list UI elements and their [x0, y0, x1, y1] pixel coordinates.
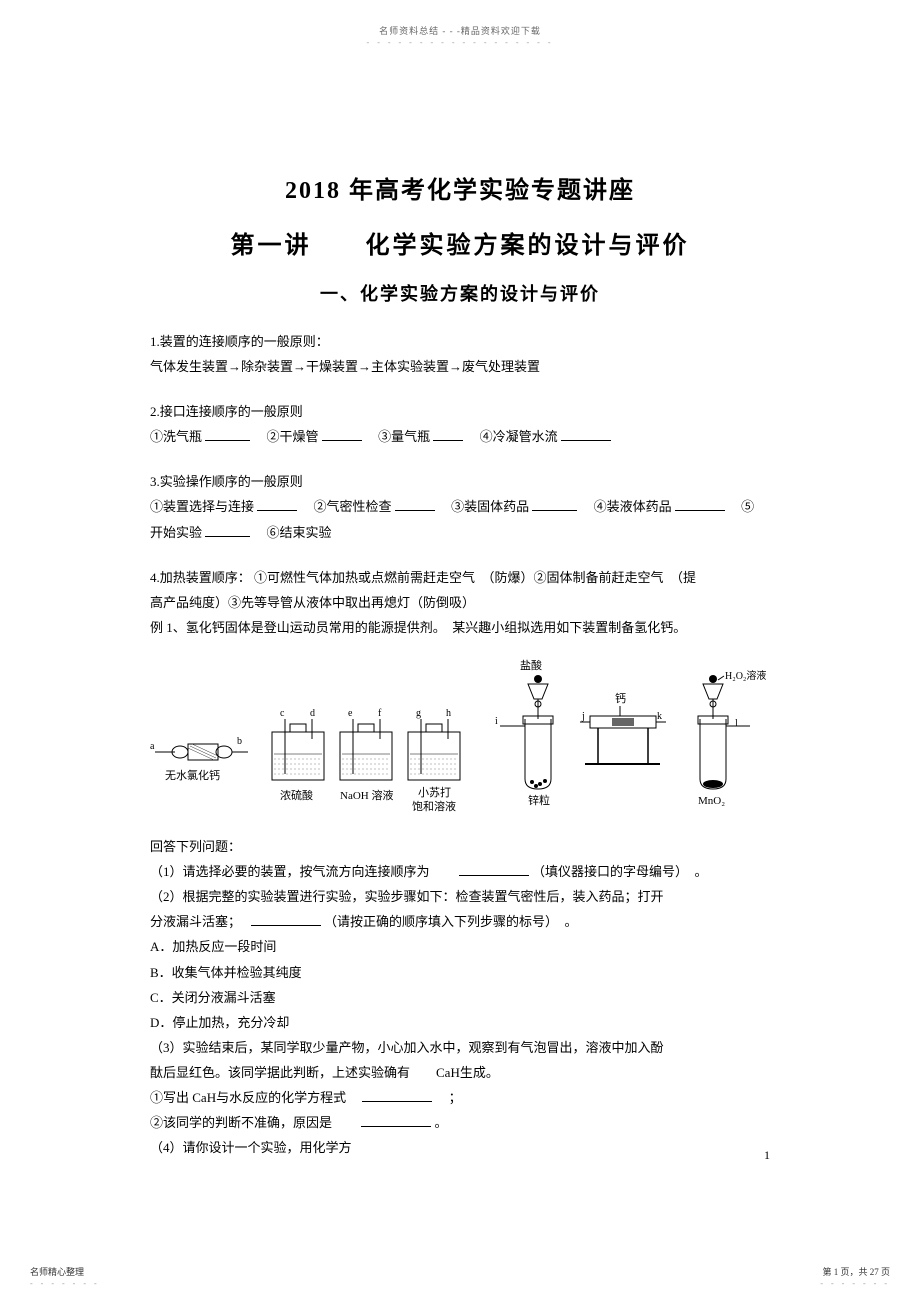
mno2-generator: H₂O₂溶液 l MnO₂ [698, 669, 766, 807]
optB: B．收集气体并检验其纯度 [150, 962, 770, 984]
optA: A．加热反应一段时间 [150, 936, 770, 958]
apparatus-diagram: a b 无水氯化钙 c d [150, 644, 770, 831]
label-mno2: MnO₂ [698, 795, 725, 807]
s2-item3: ③量气瓶 [378, 429, 430, 444]
title-main: 2018 年高考化学实验专题讲座 [150, 170, 770, 205]
document-content: 2018 年高考化学实验专题讲座 第一讲 化学实验方案的设计与评价 一、化学实验… [150, 170, 770, 1162]
q1-pre: （1）请选择必要的装置，按气流方向连接顺序为 [150, 864, 430, 879]
label-h: h [446, 708, 451, 719]
label-nahco3-1: 小苏打 [418, 785, 451, 799]
label-naoh: NaOH 溶液 [340, 788, 393, 802]
label-k: k [657, 711, 662, 722]
s3-line2-text: 开始实验 [150, 525, 202, 540]
s2-content: ①洗气瓶 ②干燥管 ③量气瓶 ④冷凝管水流 [150, 426, 770, 448]
footer-right: 第 1 页，共 27 页 [822, 1265, 890, 1278]
label-i: i [495, 716, 498, 727]
title-sub: 第一讲 化学实验方案的设计与评价 [150, 225, 770, 260]
s4-line2: 高产品纯度）③先等导管从液体中取出再熄灯（防倒吸） [150, 592, 770, 614]
q3-line1: （3）实验结束后，某同学取少量产物，小心加入水中，观察到有气泡冒出，溶液中加入酚 [150, 1037, 770, 1059]
q3-sub2-suf: 。 [435, 1115, 448, 1130]
q3-sub2: ②该同学的判断不准确，原因是 。 [150, 1112, 770, 1134]
s3-item1: ①装置选择与连接 [150, 499, 254, 514]
q2-line1: （2）根据完整的实验装置进行实验，实验步骤如下：检查装置气密性后，装入药品；打开 [150, 886, 770, 908]
label-e: e [348, 708, 353, 719]
optD: D．停止加热，充分冷却 [150, 1012, 770, 1034]
title-section: 一、化学实验方案的设计与评价 [150, 280, 770, 306]
s3-item2: ②气密性检查 [314, 499, 392, 514]
ca-tube: 钙 j k [580, 691, 666, 764]
s2-heading: 2.接口连接顺序的一般原则 [150, 401, 770, 423]
naoh-bottle: e f NaOH 溶液 [340, 708, 393, 802]
label-c: c [280, 708, 285, 719]
h2so4-bottle: c d 浓硫酸 [272, 708, 324, 802]
questions-intro: 回答下列问题： [150, 836, 770, 858]
label-g: g [416, 708, 421, 719]
q3-sub1-pre: ①写出 CaH与水反应的化学方程式 [150, 1090, 346, 1105]
s4-example: 例 1、氢化钙固体是登山运动员常用的能源提供剂。 某兴趣小组拟选用如下装置制备氢… [150, 617, 770, 639]
label-d: d [310, 708, 315, 719]
body-text: 1.装置的连接顺序的一般原则： 气体发生装置→除杂装置→干燥装置→主体实验装置→… [150, 331, 770, 1159]
q3-sub1-suf: ； [449, 1090, 462, 1105]
label-b: b [237, 736, 242, 747]
diagram-svg: a b 无水氯化钙 c d [150, 644, 770, 824]
q1: （1）请选择必要的装置，按气流方向连接顺序为 （填仪器接口的字母编号） 。 [150, 861, 770, 883]
q2-line2-suf: （请按正确的顺序填入下列步骤的标号） 。 [324, 914, 578, 929]
s2-item4: ④冷凝管水流 [480, 429, 558, 444]
q4: （4）请你设计一个实验，用化学方 [150, 1137, 770, 1159]
label-j: j [581, 711, 585, 722]
q3-sub1: ①写出 CaH与水反应的化学方程式 ； [150, 1087, 770, 1109]
label-cacl2: 无水氯化钙 [165, 768, 220, 782]
q2-line2: 分液漏斗活塞； （请按正确的顺序填入下列步骤的标号） 。 [150, 911, 770, 933]
footer-dots-left: - - - - - - - [30, 1279, 100, 1288]
label-hcl: 盐酸 [520, 658, 542, 672]
s3-line1: ①装置选择与连接 ②气密性检查 ③装固体药品 ④装液体药品 ⑤ [150, 496, 770, 518]
optC: C．关闭分液漏斗活塞 [150, 987, 770, 1009]
s2-item2: ②干燥管 [267, 429, 319, 444]
s4-line1: 4.加热装置顺序： ①可燃性气体加热或点燃前需赶走空气 （防爆）②固体制备前赶走… [150, 567, 770, 589]
label-ca: 钙 [615, 691, 626, 705]
q2-line2-pre: 分液漏斗活塞； [150, 914, 235, 929]
s3-line2: 开始实验 ⑥结束实验 [150, 522, 770, 544]
label-f: f [378, 708, 382, 719]
s2-item1: ①洗气瓶 [150, 429, 202, 444]
label-a: a [150, 741, 155, 752]
s3-item4: ④装液体药品 [594, 499, 672, 514]
label-h2o2: H₂O₂溶液 [725, 669, 766, 682]
header-text: 名师资料总结 - - -精品资料欢迎下载 [0, 24, 920, 37]
footer-dots-right: - - - - - - - [820, 1279, 890, 1288]
label-zn: 锌粒 [528, 793, 550, 807]
s3-item5: ⑤ [741, 499, 754, 514]
header-dots: - - - - - - - - - - - - - - - - - - [367, 38, 554, 47]
s3-heading: 3.实验操作顺序的一般原则 [150, 471, 770, 493]
footer-left: 名师精心整理 [30, 1265, 84, 1278]
label-l: l [735, 718, 738, 729]
label-nahco3-2: 饱和溶液 [412, 799, 456, 813]
nahco3-bottle: g h 小苏打 饱和溶液 [408, 708, 460, 813]
q3-sub2-pre: ②该同学的判断不准确，原因是 [150, 1115, 332, 1130]
zn-generator: 盐酸 i 锌粒 [495, 658, 553, 807]
s1-content: 气体发生装置→除杂装置→干燥装置→主体实验装置→废气处理装置 [150, 356, 770, 378]
q3-line2: 酞后显红色。该同学据此判断，上述实验确有 CaH生成。 [150, 1062, 770, 1084]
label-h2so4: 浓硫酸 [280, 788, 313, 802]
s3-item3: ③装固体药品 [451, 499, 529, 514]
s3-item6: ⑥结束实验 [267, 525, 332, 540]
drying-tube-group: a b 无水氯化钙 [150, 736, 248, 782]
page-number: 1 [764, 1148, 770, 1163]
q1-suf: （填仪器接口的字母编号） 。 [532, 864, 708, 879]
s1-heading: 1.装置的连接顺序的一般原则： [150, 331, 770, 353]
